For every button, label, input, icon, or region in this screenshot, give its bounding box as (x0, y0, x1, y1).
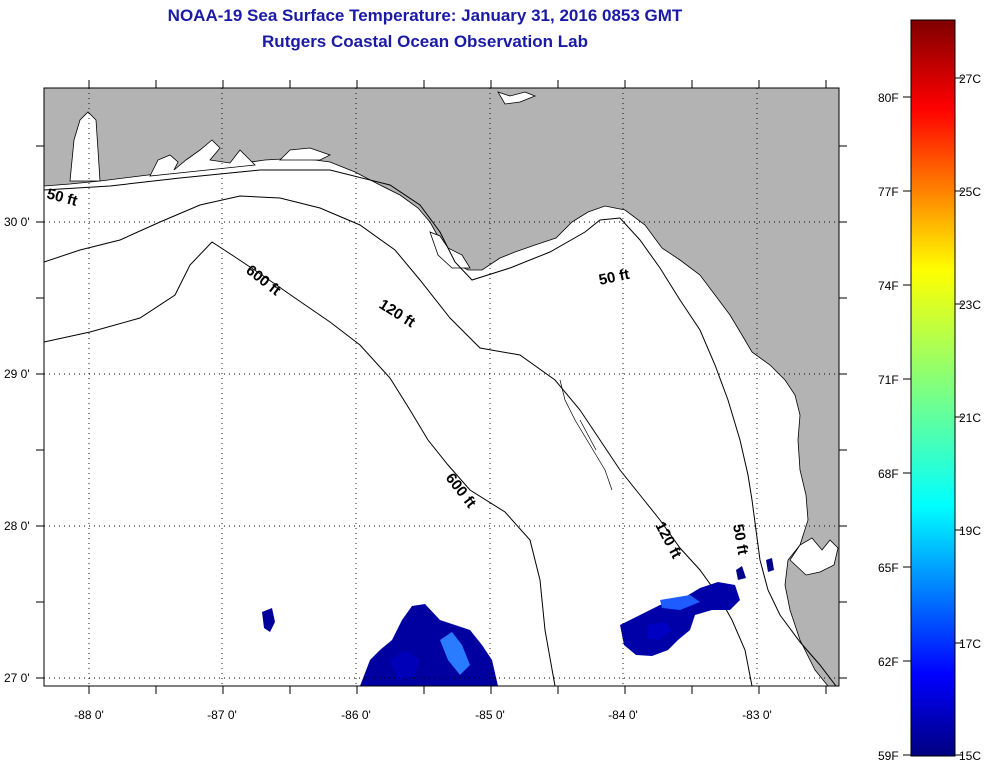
cb-f-label-80: 80F (878, 91, 899, 105)
cb-c-label-23: 23C (959, 298, 981, 312)
map-border (43, 87, 840, 687)
choctawhatchee-bay (279, 147, 332, 161)
cb-f-label-68: 68F (878, 467, 899, 481)
land-area (44, 88, 839, 686)
lon-label-88: -88 0' (74, 708, 104, 722)
colorbar (910, 19, 956, 757)
cb-c-label-17: 17C (959, 637, 981, 651)
isobath-50ft (44, 169, 837, 686)
cb-f-label-71: 71F (878, 373, 899, 387)
lon-label-87: -87 0' (207, 708, 237, 722)
lon-label-86: -86 0' (341, 708, 371, 722)
tampa-bay (789, 537, 839, 576)
mobile-bay (69, 111, 101, 182)
isobath-120ft (44, 195, 753, 686)
pensacola-bay (149, 139, 256, 177)
lake-okeechobee-inlet (497, 91, 537, 105)
isobath-label-50ft-bigbend: 50 ft (597, 266, 631, 289)
cb-c-label-27: 27C (959, 72, 981, 86)
cb-f-label-62: 62F (878, 655, 899, 669)
cb-c-label-15: 15C (959, 749, 981, 763)
colorbar-ticks (903, 77, 963, 756)
cb-c-label-25: 25C (959, 185, 981, 199)
coastal-islands (559, 379, 613, 491)
lon-label-85: -85 0' (475, 708, 505, 722)
lat-label-27: 27 0' (4, 671, 30, 685)
lat-label-30: 30 0' (4, 215, 30, 229)
cb-f-label-65: 65F (878, 561, 899, 575)
cb-f-label-74: 74F (878, 279, 899, 293)
apalachicola-bay (429, 231, 471, 269)
lat-label-29: 29 0' (4, 367, 30, 381)
chart-title: NOAA-19 Sea Surface Temperature: January… (167, 6, 683, 25)
lon-label-84: -84 0' (608, 708, 638, 722)
sst-observations (262, 558, 774, 686)
cb-c-label-19: 19C (959, 524, 981, 538)
cb-c-label-21: 21C (959, 411, 981, 425)
lon-label-83: -83 0' (742, 708, 772, 722)
cb-f-label-77: 77F (878, 185, 899, 199)
isobath-label-50ft-south: 50 ft (729, 523, 751, 556)
lat-label-28: 28 0' (4, 519, 30, 533)
isobath-600ft (44, 241, 556, 686)
cb-f-label-59: 59F (878, 749, 899, 763)
axis-ticks (36, 80, 847, 694)
chart-subtitle: Rutgers Coastal Ocean Observation Lab (262, 32, 588, 51)
